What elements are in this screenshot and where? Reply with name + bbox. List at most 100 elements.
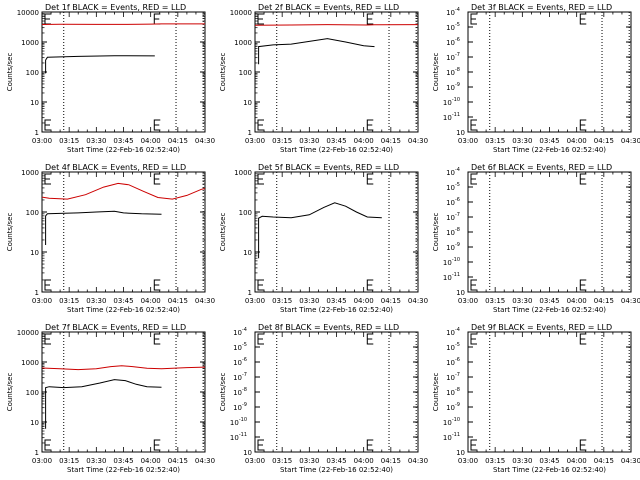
panel-8: Det 8f BLACK = Events, RED = LLD10-410-5… — [219, 323, 428, 474]
x-tick-label: 03:00 — [245, 457, 265, 465]
e-marker — [153, 333, 161, 345]
events-rate-line — [258, 202, 382, 259]
e-marker — [366, 279, 374, 291]
x-tick-label: 03:45 — [113, 457, 133, 465]
x-tick-label: 04:00 — [354, 297, 374, 305]
x-axis-label: Start Time (22-Feb-16 02:52:40) — [67, 306, 180, 314]
plot-frame — [254, 11, 419, 133]
x-tick-label: 04:15 — [168, 137, 188, 145]
y-tick-label: 10-9 — [233, 402, 247, 412]
x-tick-label: 03:30 — [299, 137, 319, 145]
x-tick-label: 04:30 — [621, 297, 640, 305]
y-tick-exponent: -10 — [239, 417, 247, 423]
events-rate-line — [45, 210, 162, 245]
y-axis-label: Counts/sec — [219, 213, 227, 252]
y-tick-label: 10-5 — [446, 342, 460, 352]
x-tick-label: 04:30 — [621, 457, 640, 465]
x-tick-label: 04:30 — [621, 137, 640, 145]
y-tick-label: 10-11 — [443, 112, 460, 122]
e-marker — [257, 439, 264, 451]
y-tick-label: 10-7 — [233, 372, 247, 382]
x-tick-label: 03:45 — [539, 137, 559, 145]
y-axis-label: Counts/sec — [219, 373, 227, 412]
x-tick-label: 03:00 — [458, 137, 478, 145]
y-tick-label: 10-6 — [446, 357, 460, 367]
panel-title: Det 7f BLACK = Events, RED = LLD — [45, 323, 186, 332]
e-marker — [470, 333, 477, 345]
y-tick-exponent: -9 — [455, 242, 460, 248]
x-tick-label: 03:00 — [32, 297, 52, 305]
events-rate-line — [45, 379, 162, 429]
e-marker — [153, 119, 161, 131]
y-tick-exponent: -11 — [239, 432, 247, 438]
y-tick-label: 1 — [35, 289, 39, 297]
e-marker — [257, 173, 264, 185]
x-tick-label: 03:30 — [86, 457, 106, 465]
y-tick-label: 10-7 — [446, 372, 460, 382]
y-tick-label: 1 — [35, 449, 39, 457]
panel-5: Det 5f BLACK = Events, RED = LLD 1000 100 1… — [219, 163, 428, 314]
y-tick-exponent: -7 — [455, 372, 460, 378]
x-axis-label: Start Time (22-Feb-16 02:52:40) — [493, 146, 606, 154]
y-tick-label: 10-6 — [233, 357, 247, 367]
x-tick-label: 04:30 — [408, 457, 428, 465]
x-axis-label: Start Time (22-Feb-16 02:52:40) — [493, 306, 606, 314]
y-tick-label: 10-10 — [443, 257, 460, 267]
x-tick-label: 03:30 — [512, 297, 532, 305]
plot-frame — [467, 331, 632, 453]
y-tick-label: 10-4 — [446, 167, 460, 177]
y-tick-label: 10-7 — [446, 212, 460, 222]
y-tick-exponent: -5 — [455, 182, 460, 188]
e-marker — [257, 119, 264, 131]
e-marker — [579, 173, 587, 185]
x-tick-label: 04:00 — [567, 137, 587, 145]
x-tick-label: 04:00 — [354, 137, 374, 145]
plot-frame — [41, 331, 206, 453]
plot-frame — [254, 171, 419, 293]
y-tick-label: 10-4 — [446, 327, 460, 337]
y-tick-exponent: -10 — [452, 97, 460, 103]
y-axis-label: Counts/sec — [219, 53, 227, 92]
x-tick-label: 03:45 — [539, 297, 559, 305]
x-tick-label: 04:00 — [141, 297, 161, 305]
y-tick-label: 10 — [456, 289, 465, 297]
x-tick-label: 03:45 — [113, 137, 133, 145]
y-tick-exponent: -9 — [455, 402, 460, 408]
y-tick-exponent: -5 — [455, 342, 460, 348]
plot-frame — [41, 11, 206, 133]
y-tick-label: 10 — [30, 99, 39, 107]
panel-title: Det 5f BLACK = Events, RED = LLD — [258, 163, 399, 172]
e-marker — [470, 119, 477, 131]
y-tick-label: 10-6 — [446, 197, 460, 207]
y-axis-label: Counts/sec — [432, 373, 440, 412]
y-tick-label: 10000 — [17, 329, 39, 337]
e-marker — [44, 333, 51, 345]
y-tick-exponent: -8 — [455, 67, 460, 73]
y-tick-exponent: -4 — [455, 167, 460, 173]
events-rate-line — [45, 55, 155, 74]
y-tick-label: 1000 — [21, 359, 39, 367]
x-axis-label: Start Time (22-Feb-16 02:52:40) — [280, 466, 393, 474]
y-tick-label: 10-8 — [233, 387, 247, 397]
y-tick-exponent: -4 — [455, 327, 460, 333]
panel-title: Det 8f BLACK = Events, RED = LLD — [258, 323, 399, 332]
x-tick-label: 03:30 — [299, 457, 319, 465]
x-tick-label: 03:00 — [245, 297, 265, 305]
panel-7: Det 7f BLACK = Events, RED = LLD 10000 100… — [6, 323, 215, 474]
y-tick-label: 10 — [243, 249, 252, 257]
panel-title: Det 6f BLACK = Events, RED = LLD — [471, 163, 612, 172]
panel-4: Det 4f BLACK = Events, RED = LLD 1000 100 1… — [6, 163, 215, 314]
y-tick-label: 10-6 — [446, 37, 460, 47]
panel-1: Det 1f BLACK = Events, RED = LLD10000100… — [6, 3, 215, 154]
e-marker — [153, 439, 161, 451]
x-tick-label: 03:45 — [326, 297, 346, 305]
plot-frame — [467, 11, 632, 133]
e-marker — [366, 333, 374, 345]
y-tick-label: 10-4 — [233, 327, 247, 337]
x-tick-label: 03:00 — [458, 297, 478, 305]
e-marker — [579, 119, 587, 131]
plot-frame — [254, 331, 419, 453]
x-tick-label: 03:15 — [59, 137, 79, 145]
y-tick-label: 100 — [26, 69, 39, 77]
y-tick-label: 10000 — [17, 9, 39, 17]
